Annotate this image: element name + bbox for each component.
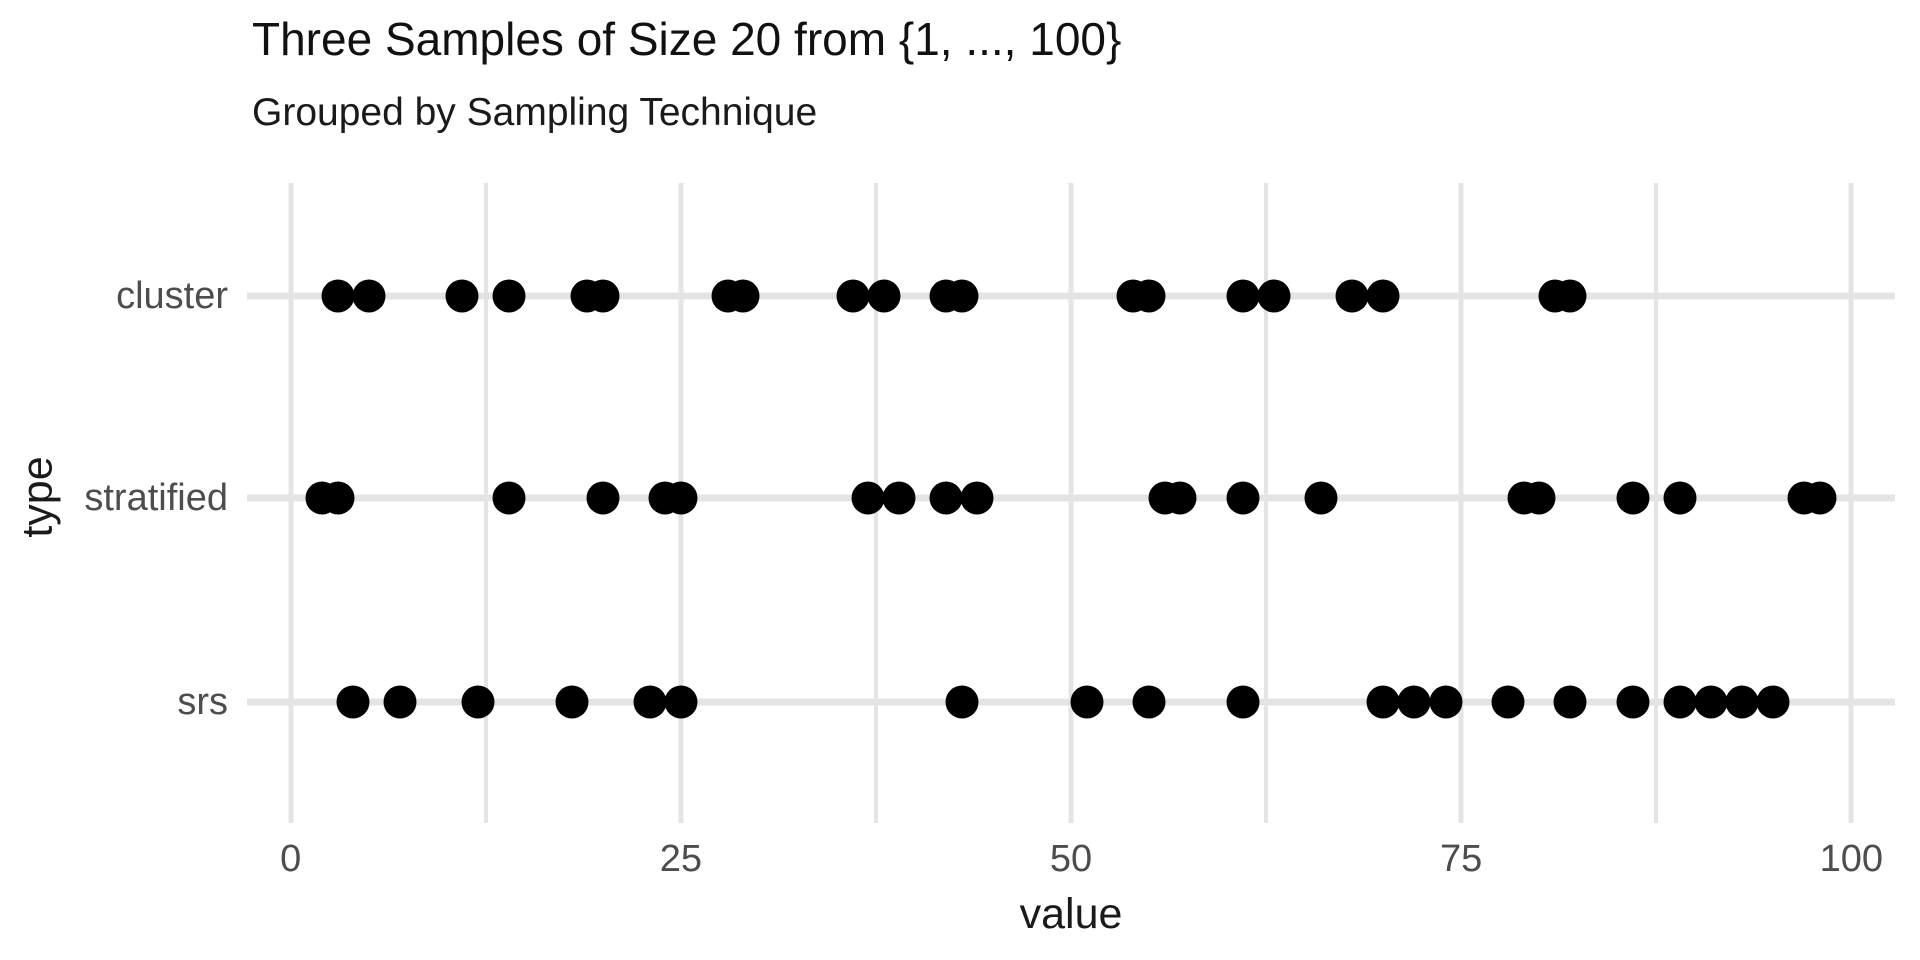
data-point (664, 685, 698, 719)
data-point (1366, 279, 1400, 313)
data-point (1226, 685, 1260, 719)
x-tick-label: 75 (1440, 838, 1483, 880)
data-point (1663, 685, 1697, 719)
data-point (461, 685, 495, 719)
data-point (1132, 685, 1166, 719)
data-point (929, 481, 963, 515)
y-major-gridline (247, 494, 1895, 502)
data-point (1522, 481, 1556, 515)
data-point (836, 279, 869, 313)
data-point (945, 685, 979, 719)
data-point (1366, 685, 1400, 719)
y-tick-label: srs (177, 681, 228, 724)
data-point (1663, 481, 1697, 515)
data-point (1132, 279, 1166, 313)
data-point (492, 279, 526, 313)
data-point (664, 481, 698, 515)
x-tick-label: 25 (659, 838, 702, 880)
x-major-gridline (1848, 183, 1854, 823)
x-axis-title: value (1019, 890, 1123, 938)
data-point (445, 279, 479, 313)
data-point (882, 481, 916, 515)
data-point (1553, 685, 1587, 719)
data-point (1226, 481, 1260, 515)
data-point (633, 685, 667, 719)
data-point (492, 481, 526, 515)
chart-subtitle: Grouped by Sampling Technique (252, 91, 818, 134)
data-point (1694, 685, 1728, 719)
data-point (586, 481, 620, 515)
data-point (726, 279, 760, 313)
x-minor-gridline (483, 183, 488, 823)
x-minor-gridline (1654, 183, 1659, 823)
x-major-gridline (288, 183, 294, 823)
x-minor-gridline (1264, 183, 1269, 823)
chart-title: Three Samples of Size 20 from {1, ..., 1… (252, 13, 1122, 65)
data-point (352, 279, 386, 313)
data-point (321, 279, 354, 313)
data-point (945, 279, 979, 313)
x-major-gridline (1068, 183, 1074, 823)
data-point (1257, 279, 1291, 313)
y-tick-label: cluster (116, 274, 228, 317)
data-point (960, 481, 994, 515)
data-point (555, 685, 589, 719)
data-point (1429, 685, 1463, 719)
data-point (1616, 481, 1650, 515)
data-point (867, 279, 901, 313)
data-point (336, 685, 370, 719)
x-major-gridline (1458, 183, 1464, 823)
data-point (1491, 685, 1525, 719)
x-tick-label: 100 (1819, 838, 1883, 880)
data-point (1397, 685, 1431, 719)
data-point (1756, 685, 1790, 719)
x-tick-label: 0 (280, 838, 302, 880)
data-point (851, 481, 885, 515)
data-point (1226, 279, 1260, 313)
data-point (1335, 279, 1369, 313)
y-tick-label: stratified (84, 476, 228, 519)
data-point (321, 481, 354, 515)
data-point (1803, 481, 1837, 515)
data-point (1304, 481, 1338, 515)
data-point (1725, 685, 1759, 719)
data-point (1553, 279, 1587, 313)
y-axis-title: type (13, 456, 62, 538)
data-point (1616, 685, 1650, 719)
y-major-gridline (247, 292, 1895, 300)
data-point (1163, 481, 1197, 515)
data-point (1070, 685, 1104, 719)
x-tick-label: 50 (1049, 838, 1093, 880)
data-point (383, 685, 417, 719)
data-point (586, 279, 620, 313)
